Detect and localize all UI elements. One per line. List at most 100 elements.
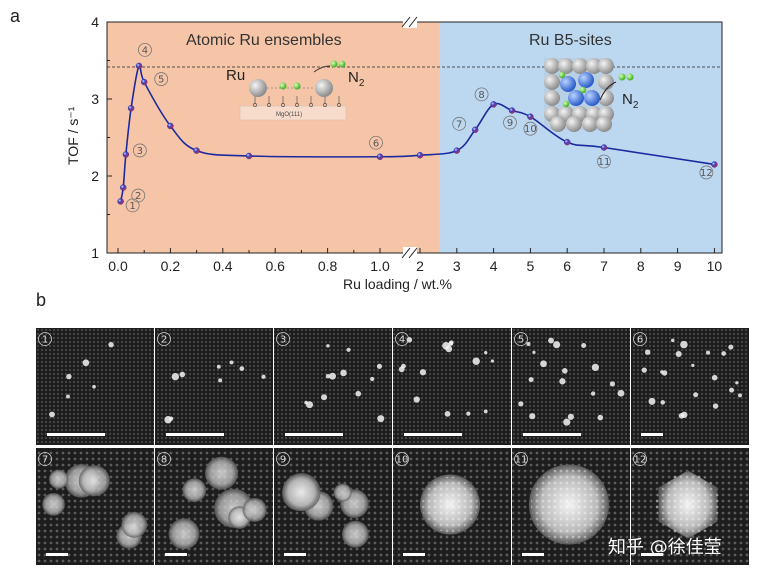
nanoparticle (78, 465, 110, 497)
inset-n2-atom (626, 73, 634, 81)
atom-spot (645, 349, 651, 355)
x-tick-label: 0.6 (265, 258, 285, 274)
micrograph-tile: 12 (631, 448, 749, 565)
x-tick-label: 10 (707, 258, 723, 274)
atom-spot (735, 381, 739, 385)
atom-spot (229, 360, 234, 365)
point-label-ring (474, 87, 489, 102)
x-tick-label: 3 (453, 258, 461, 274)
atom-spot (660, 400, 666, 405)
micrograph-tile: 8 (155, 448, 273, 565)
scale-bar (46, 553, 68, 556)
atom-spot (483, 409, 488, 414)
nanoparticle (48, 469, 69, 489)
tile-number: 10 (396, 455, 409, 466)
y-tick-label: 4 (91, 14, 99, 30)
tile-number-ring (38, 332, 52, 346)
scale-bar (47, 433, 105, 436)
atom-spot (721, 351, 727, 356)
point-label-ring (523, 121, 538, 136)
point-label: 11 (598, 157, 611, 168)
atom-spot (82, 359, 90, 367)
atom-spot (370, 376, 375, 382)
inset-cluster-gray-atoms (544, 58, 614, 132)
scale-bar (166, 433, 224, 436)
x-tick-label: 0.2 (161, 258, 181, 274)
region-atomic-ensembles-bg (107, 22, 439, 253)
data-point (167, 122, 174, 130)
scale-bar (285, 433, 343, 436)
atom-spot (670, 338, 675, 343)
atom-spot (377, 415, 385, 423)
nanoparticle (168, 518, 200, 550)
nanoparticle (205, 456, 239, 490)
panel-b-label: b (36, 290, 46, 310)
data-point (122, 151, 130, 158)
inset-n-atom (562, 100, 570, 108)
point-label-ring (699, 165, 714, 180)
scale-bar (403, 553, 425, 556)
tile-number: 1 (42, 335, 48, 346)
tile-number: 4 (399, 335, 405, 346)
data-point (711, 161, 718, 168)
tile-number: 8 (161, 455, 167, 466)
tile-number-ring (395, 332, 409, 346)
watermark: 知乎 @徐佳莹 (608, 537, 722, 558)
data-point (117, 198, 124, 205)
nanoparticle (121, 511, 148, 538)
atom-spot (261, 374, 266, 379)
nanoparticle (242, 497, 267, 522)
tile-number: 12 (634, 455, 647, 466)
atom-spot (376, 363, 382, 369)
point-label-ring (131, 188, 146, 203)
micrograph-grid: 1 2 3 4 5 67 8 9 10 11 12 (36, 328, 749, 565)
x-tick-label: 2 (416, 258, 424, 274)
panel-a-label: a (10, 6, 21, 26)
point-label-ring (369, 135, 383, 150)
inset-n-atom (579, 86, 587, 94)
tile-number-ring (276, 332, 290, 346)
data-point (564, 138, 571, 146)
atom-spot (329, 372, 337, 380)
atom-spot (406, 337, 413, 343)
atom-spot (326, 344, 330, 348)
data-point (416, 152, 424, 159)
tile-number: 2 (161, 335, 167, 346)
tile-number: 11 (515, 455, 528, 466)
atom-spot (526, 341, 531, 346)
axis-break-bottom (401, 247, 418, 259)
atom-spot (445, 345, 453, 353)
data-point (453, 147, 460, 154)
inset-left-schematic: MgO(111) Ru N2 (226, 60, 365, 121)
inset-n-atom (558, 71, 566, 79)
atom-spot (398, 366, 405, 373)
inset-arrow (313, 65, 331, 73)
micrograph-tile: 7 (36, 448, 154, 565)
atom-spot (306, 401, 314, 409)
atom-spot (553, 341, 561, 349)
inset-n-atom (279, 82, 287, 90)
scale-bar (523, 433, 581, 436)
nanoparticle (333, 483, 352, 502)
atom-spot (340, 369, 347, 377)
atom-spot (559, 378, 566, 385)
atom-spot (518, 401, 524, 407)
atom-spot (532, 350, 536, 354)
micrograph-tile: 5 (512, 328, 630, 445)
atom-spot (648, 397, 656, 405)
x-tick-label: 0.0 (108, 258, 128, 274)
inset-n2-label: N2 (622, 91, 639, 111)
atom-spot (168, 416, 174, 421)
atom-spot (729, 387, 735, 393)
atom-spot (680, 340, 688, 349)
inset-n-atom (293, 82, 301, 90)
atom-spot (346, 347, 351, 352)
point-label: 6 (373, 138, 379, 149)
atom-spot (712, 403, 719, 409)
atom-spot (66, 373, 72, 380)
atom-spot (466, 411, 471, 416)
x-tick-label: 6 (563, 258, 571, 274)
point-label-ring (154, 72, 169, 86)
tile-number-ring (38, 452, 52, 466)
